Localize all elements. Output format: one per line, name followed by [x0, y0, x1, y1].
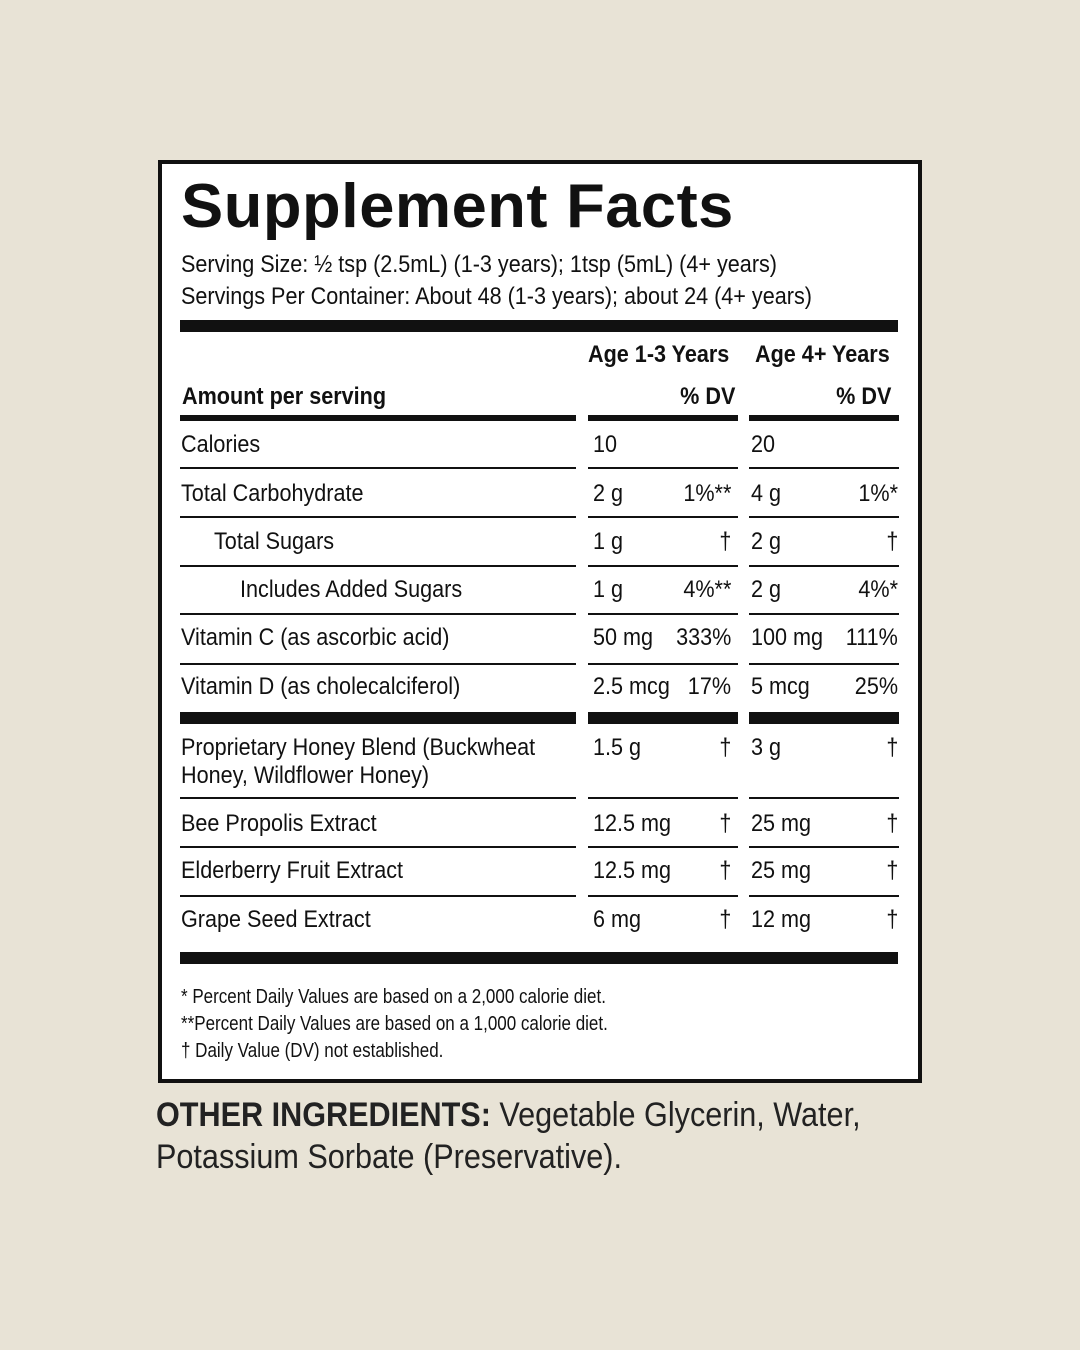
- nutrient-name: Grape Seed Extract: [181, 906, 371, 933]
- amount: 20: [751, 431, 776, 458]
- daily-value: †: [885, 810, 898, 837]
- nutrient-name: Calories: [181, 431, 261, 458]
- nutrient-name: Proprietary Honey Blend (Buckwheat Honey…: [181, 734, 536, 789]
- rule: [749, 846, 899, 848]
- daily-value: 25%: [854, 673, 898, 700]
- nutrient-name: Total Carbohydrate: [181, 480, 364, 507]
- footnote: **Percent Daily Values are based on a 1,…: [181, 1013, 608, 1035]
- rule: [749, 516, 899, 518]
- rule: [588, 467, 738, 469]
- footnote: * Percent Daily Values are based on a 2,…: [181, 986, 606, 1008]
- rule: [180, 467, 576, 469]
- nutrient-name: Vitamin C (as ascorbic acid): [181, 624, 450, 651]
- rule: [588, 565, 738, 567]
- nutrient-name: Elderberry Fruit Extract: [181, 857, 404, 884]
- other-ingredients-text: Vegetable Glycerin, Water, Potassium Sor…: [156, 1096, 861, 1176]
- daily-value: †: [718, 906, 731, 933]
- rule: [180, 846, 576, 848]
- servings-per-container: Servings Per Container: About 48 (1-3 ye…: [181, 283, 812, 310]
- dv-label: % DV: [835, 383, 891, 410]
- daily-value: †: [885, 906, 898, 933]
- amount-label: Amount per serving: [182, 383, 387, 410]
- nutrient-name: Vitamin D (as cholecalciferol): [181, 673, 461, 700]
- rule: [749, 565, 899, 567]
- rule: [588, 846, 738, 848]
- rule: [749, 613, 899, 615]
- daily-value: 17%: [687, 673, 731, 700]
- rule: [749, 663, 899, 665]
- rule: [180, 663, 576, 665]
- thick-rule: [180, 952, 898, 964]
- rule: [749, 797, 899, 799]
- amount: 2.5 mcg: [593, 673, 670, 700]
- footnote: † Daily Value (DV) not established.: [181, 1040, 444, 1062]
- rule: [749, 895, 899, 897]
- rule: [588, 797, 738, 799]
- daily-value: 1%**: [682, 480, 731, 507]
- thick-rule: [180, 712, 576, 724]
- amount: 1.5 g: [593, 734, 642, 761]
- daily-value: †: [718, 734, 731, 761]
- amount: 12.5 mg: [593, 857, 672, 884]
- rule: [588, 663, 738, 665]
- serving-size: Serving Size: ½ tsp (2.5mL) (1-3 years);…: [181, 251, 778, 278]
- rule: [180, 613, 576, 615]
- dv-label: % DV: [679, 383, 735, 410]
- amount: 1 g: [593, 576, 624, 603]
- amount: 2 g: [593, 480, 624, 507]
- rule: [180, 516, 576, 518]
- thick-rule: [588, 415, 738, 421]
- thick-rule: [180, 320, 898, 332]
- daily-value: 111%: [845, 624, 898, 651]
- thick-rule: [749, 415, 899, 421]
- thick-rule: [180, 415, 576, 421]
- amount: 50 mg: [593, 624, 654, 651]
- rule: [749, 467, 899, 469]
- rule: [588, 613, 738, 615]
- column-header: Age 4+ Years: [755, 341, 890, 368]
- amount: 10: [593, 431, 618, 458]
- daily-value: †: [885, 528, 898, 555]
- daily-value: †: [718, 857, 731, 884]
- daily-value: 4%**: [682, 576, 731, 603]
- thick-rule: [749, 712, 899, 724]
- title: Supplement Facts: [181, 172, 734, 241]
- rule: [588, 895, 738, 897]
- amount: 5 mcg: [751, 673, 810, 700]
- other-ingredients: OTHER INGREDIENTS: Vegetable Glycerin, W…: [156, 1094, 876, 1178]
- nutrient-name: Total Sugars: [214, 528, 335, 555]
- amount: 12.5 mg: [593, 810, 672, 837]
- amount: 4 g: [751, 480, 782, 507]
- column-header: Age 1-3 Years: [588, 341, 730, 368]
- amount: 2 g: [751, 528, 782, 555]
- facts-panel: [158, 160, 922, 1083]
- daily-value: †: [885, 857, 898, 884]
- daily-value: 4%*: [858, 576, 898, 603]
- amount: 12 mg: [751, 906, 812, 933]
- nutrient-name: Includes Added Sugars: [240, 576, 463, 603]
- daily-value: †: [885, 734, 898, 761]
- amount: 100 mg: [751, 624, 824, 651]
- daily-value: 1%*: [858, 480, 898, 507]
- daily-value: 333%: [675, 624, 731, 651]
- thick-rule: [588, 712, 738, 724]
- amount: 25 mg: [751, 810, 812, 837]
- rule: [180, 895, 576, 897]
- amount: 6 mg: [593, 906, 642, 933]
- rule: [180, 797, 576, 799]
- amount: 2 g: [751, 576, 782, 603]
- rule: [180, 565, 576, 567]
- other-ingredients-label: OTHER INGREDIENTS:: [156, 1096, 491, 1134]
- nutrient-name: Bee Propolis Extract: [181, 810, 377, 837]
- amount: 1 g: [593, 528, 624, 555]
- daily-value: †: [718, 528, 731, 555]
- rule: [588, 516, 738, 518]
- amount: 25 mg: [751, 857, 812, 884]
- amount: 3 g: [751, 734, 782, 761]
- daily-value: †: [718, 810, 731, 837]
